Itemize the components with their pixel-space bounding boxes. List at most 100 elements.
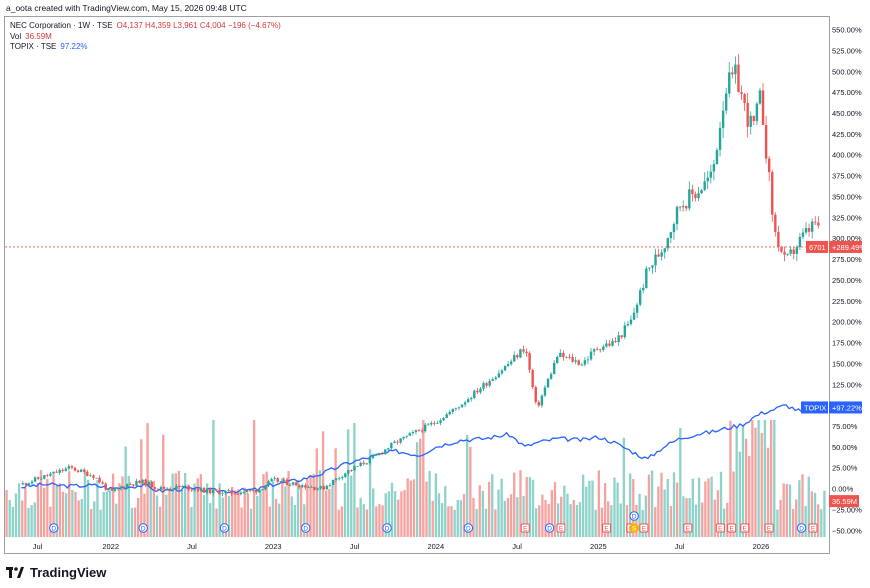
volume-bar — [375, 506, 378, 537]
candle-body — [513, 355, 516, 362]
x-tick-label: 2025 — [590, 542, 607, 551]
volume-bar — [64, 493, 68, 537]
main-series-legend[interactable]: NEC Corporation · 1W · TSE O4,137 H4,359… — [10, 21, 281, 32]
volume-bar — [713, 499, 716, 537]
event-marker-letter: D — [303, 526, 308, 533]
volume-bar — [616, 482, 619, 537]
candle-body — [611, 340, 614, 346]
dividend-marker — [544, 523, 555, 533]
volume-legend[interactable]: Vol 36.59M — [10, 31, 52, 41]
volume-bar — [362, 504, 365, 537]
candle-body — [810, 221, 814, 232]
candle-body — [592, 349, 596, 352]
candle-body — [482, 383, 485, 389]
candle-body — [697, 193, 700, 199]
volume-bar — [209, 503, 212, 537]
volume-bar — [387, 491, 391, 537]
candle-body — [565, 356, 568, 358]
volume-bar — [782, 483, 785, 537]
candle-body — [678, 206, 682, 208]
candle-body — [519, 349, 522, 358]
volume-bar — [779, 499, 782, 537]
candle-body — [445, 414, 448, 419]
candle-body — [301, 485, 304, 488]
candle-body — [193, 489, 196, 491]
volume-bar — [769, 420, 773, 537]
volume-bar — [372, 488, 375, 537]
y-tick-label: 200.00% — [832, 318, 862, 327]
volume-bar — [459, 500, 463, 537]
volume-bar — [205, 483, 209, 537]
candle-body — [76, 470, 80, 472]
volume-bar — [522, 496, 525, 537]
candle-body — [30, 481, 34, 484]
x-tick-label: 2026 — [753, 542, 770, 551]
candle-body — [623, 325, 627, 338]
candle-body — [638, 290, 642, 305]
y-tick-label: 75.00% — [832, 422, 858, 431]
volume-bar — [309, 475, 312, 537]
volume-bar — [240, 507, 243, 537]
y-tick-label: 175.00% — [832, 339, 862, 348]
volume-bar — [628, 473, 632, 537]
candle-body — [190, 489, 193, 491]
volume-bar — [43, 487, 46, 537]
candle-body — [122, 486, 126, 488]
volume-bar — [155, 495, 159, 537]
ticker-badge-text: 6701 — [809, 243, 826, 252]
candle-body — [98, 477, 101, 483]
candle-body — [801, 232, 805, 237]
volume-bar — [287, 471, 290, 537]
volume-bar — [823, 490, 826, 537]
tradingview-logo-icon — [6, 567, 24, 578]
candle-body — [181, 486, 184, 488]
volume-bar — [597, 470, 600, 537]
volume-bar — [356, 507, 359, 537]
volume-bar — [321, 431, 325, 537]
candle-body — [298, 485, 301, 488]
volume-bar — [359, 497, 362, 537]
candle-body — [408, 433, 412, 436]
volume-bar — [77, 500, 80, 537]
volume-bar — [350, 475, 353, 537]
candle-body — [172, 489, 175, 491]
candle-body — [442, 418, 445, 421]
event-marker-letter: D — [385, 526, 390, 533]
candle-body — [310, 486, 313, 488]
volume-bar — [581, 474, 585, 537]
candle-body — [599, 349, 602, 351]
volume-bar — [591, 480, 594, 537]
volume-bar — [481, 490, 485, 537]
volume-bar — [231, 486, 234, 537]
y-tick-label: 425.00% — [832, 130, 862, 139]
compare-legend[interactable]: TOPIX · TSE 97.22% — [10, 42, 88, 51]
volume-bar — [80, 499, 83, 537]
volume-bar — [456, 499, 459, 537]
topix-value-badge-text: +97.22% — [832, 403, 862, 412]
volume-bar — [33, 502, 36, 537]
candle-body — [537, 402, 541, 406]
candle-body — [233, 493, 236, 495]
candle-body — [595, 349, 599, 351]
event-marker-letter: D — [141, 526, 146, 533]
candle-body — [258, 489, 261, 493]
volume-bar — [403, 489, 406, 537]
volume-bar — [146, 423, 149, 537]
earnings-marker — [764, 523, 774, 533]
candle-body — [534, 387, 537, 403]
x-tick-label: Jul — [33, 542, 43, 551]
tradingview-logo[interactable]: TradingView — [6, 565, 106, 580]
volume-bar — [619, 503, 622, 537]
candle-body — [448, 411, 451, 415]
candle-body — [251, 490, 255, 491]
volume-bar — [303, 504, 306, 537]
volume-bar — [262, 474, 265, 537]
volume-bar — [694, 504, 698, 537]
candle-body — [282, 479, 286, 482]
volume-bar — [21, 500, 24, 537]
candle-body — [359, 462, 362, 467]
candle-body — [470, 397, 473, 400]
candle-body — [36, 477, 40, 479]
volume-bar — [39, 470, 43, 537]
